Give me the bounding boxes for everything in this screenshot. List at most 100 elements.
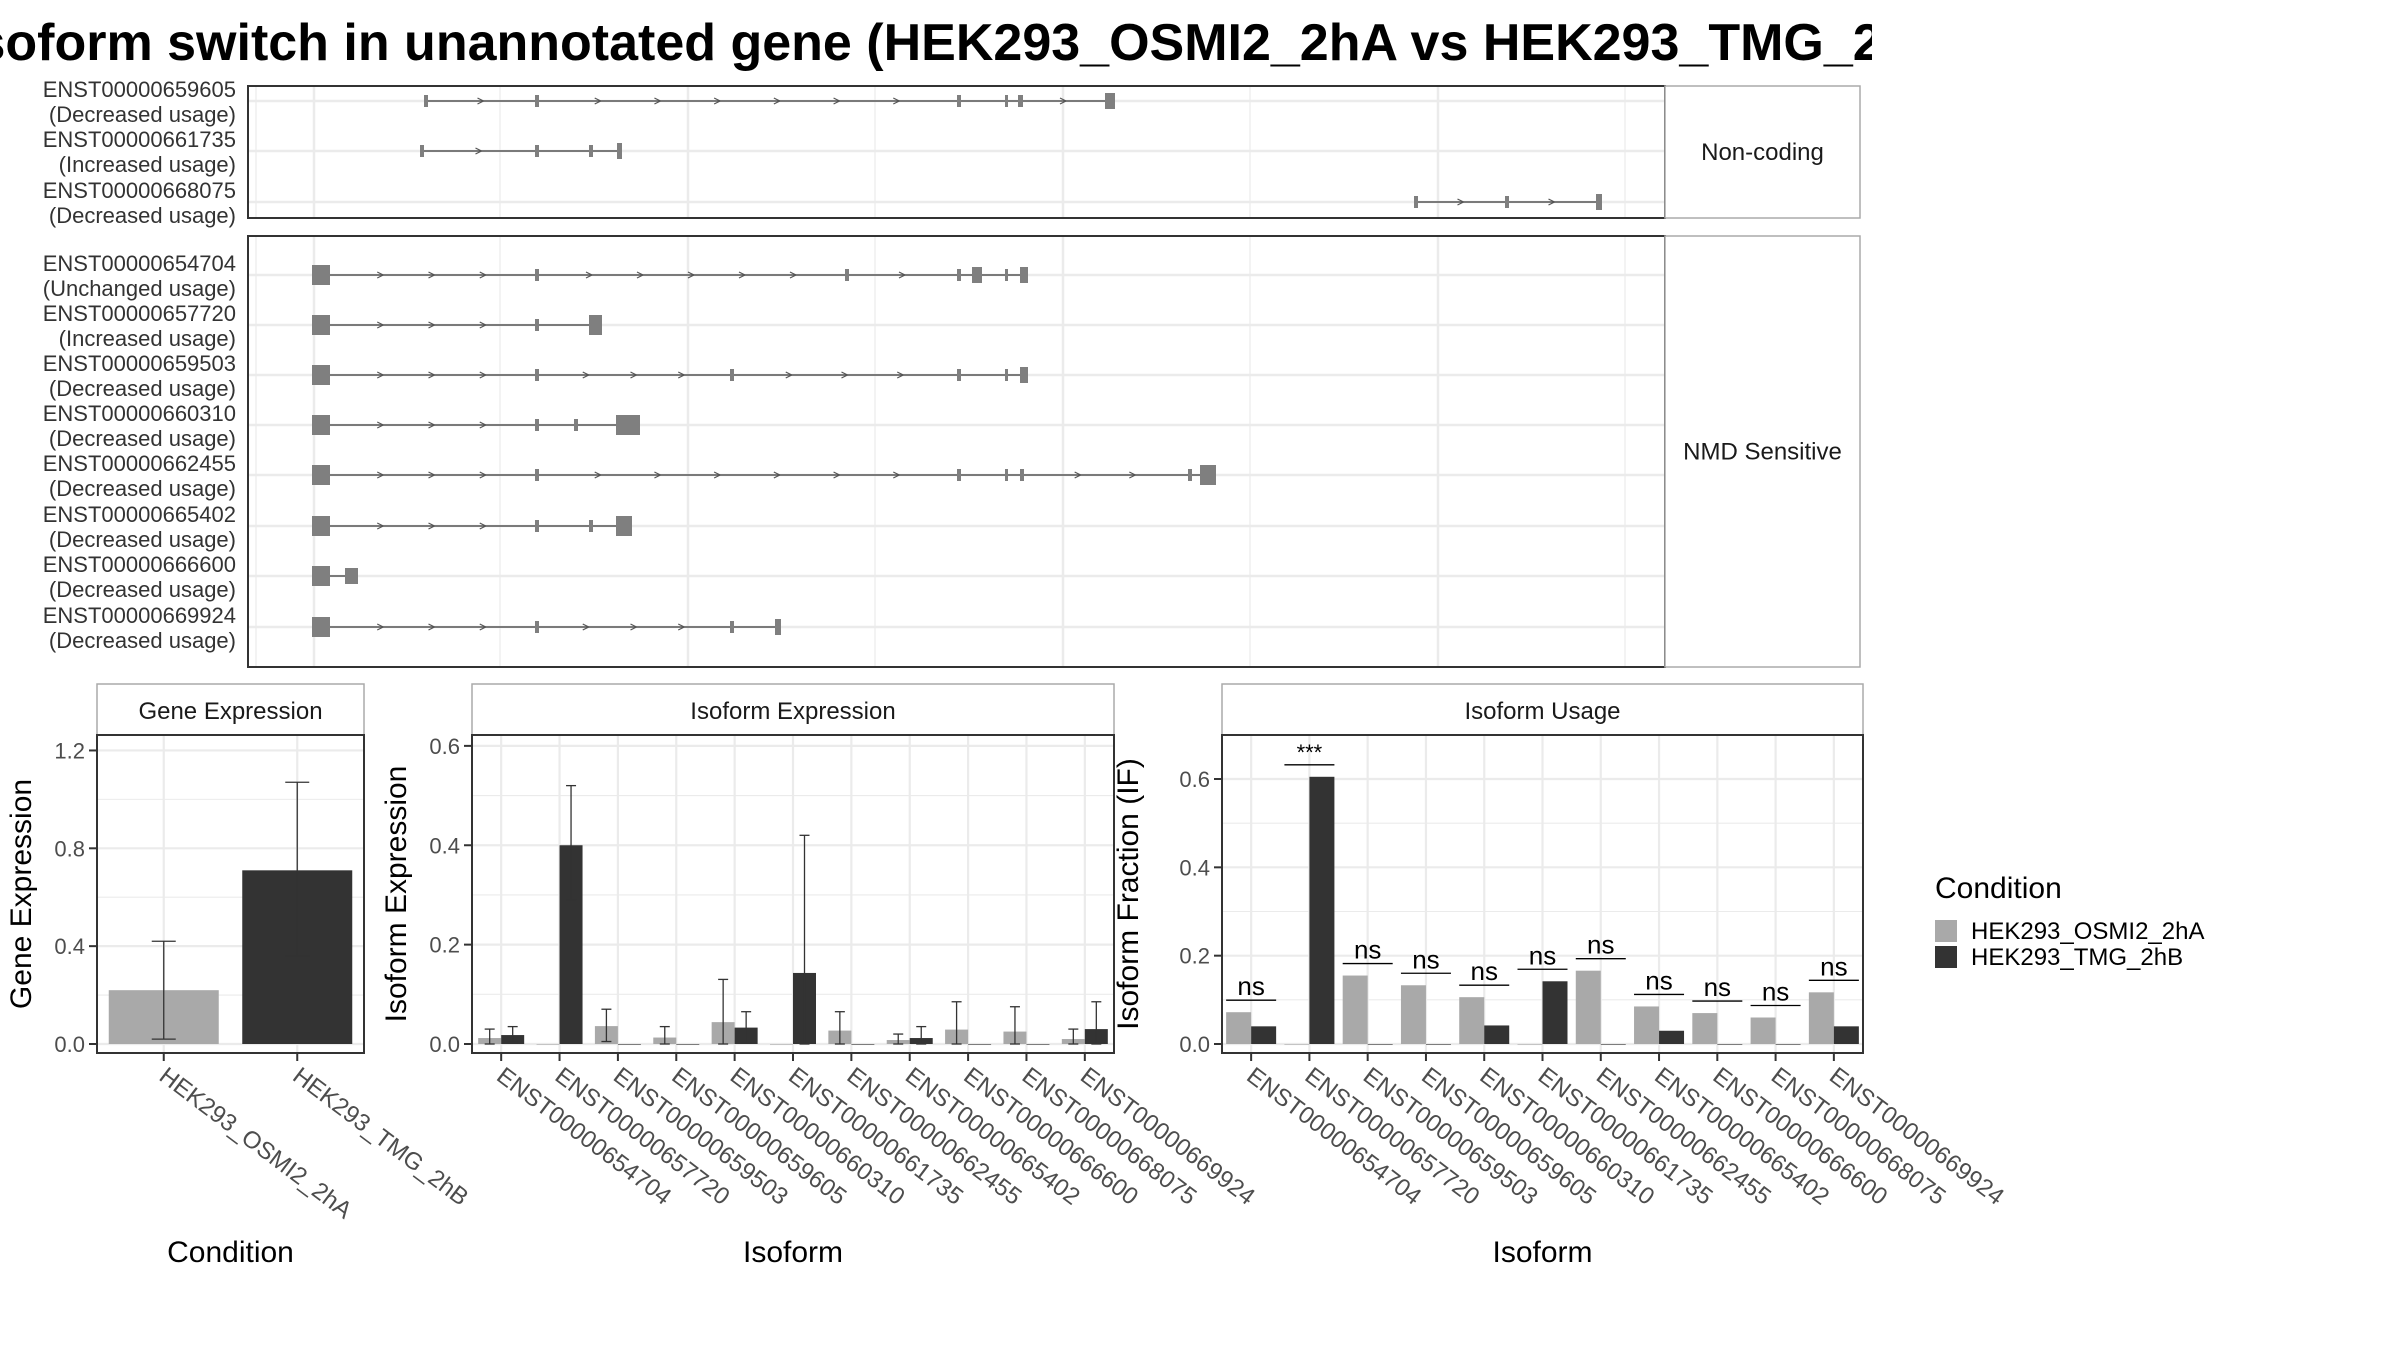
bar xyxy=(1750,1017,1776,1044)
exon xyxy=(972,267,982,283)
usage-label: (Unchanged usage) xyxy=(43,276,236,301)
bar xyxy=(1808,992,1834,1044)
significance-label: ns xyxy=(1470,956,1497,986)
exon xyxy=(730,369,734,381)
strand-arrow xyxy=(630,371,638,379)
strand-arrow xyxy=(428,471,436,479)
usage-label: (Increased usage) xyxy=(59,152,236,177)
exon xyxy=(1020,267,1028,283)
strand-arrow xyxy=(475,147,483,155)
strand-arrow xyxy=(585,271,594,279)
facet-strip-label: Non-coding xyxy=(1701,139,1824,166)
y-axis-title: Gene Expression xyxy=(5,779,38,1009)
bar xyxy=(968,1044,992,1045)
strand-arrow xyxy=(428,623,436,631)
exon xyxy=(535,419,539,431)
exon xyxy=(1105,93,1115,109)
bar xyxy=(1459,997,1485,1044)
strand-arrow xyxy=(893,97,901,105)
strand-arrow xyxy=(773,471,782,479)
exon xyxy=(535,319,539,331)
strand-arrow xyxy=(428,271,436,279)
transcript-ENST00000662455 xyxy=(312,465,1216,485)
x-axis-title: Condition xyxy=(167,1236,294,1269)
transcript-ENST00000668075 xyxy=(1414,194,1602,210)
strand-arrow xyxy=(479,522,488,530)
bar-panel-2: Isoform Expression0.00.20.40.6ENST000006… xyxy=(380,683,1260,1269)
usage-label: (Decreased usage) xyxy=(49,577,236,602)
transcript-label: ENST00000666600 xyxy=(43,552,236,577)
strand-arrow xyxy=(833,97,841,105)
strand-arrow xyxy=(428,371,436,379)
strand-arrow xyxy=(582,623,591,631)
significance-label: ns xyxy=(1704,972,1731,1002)
exon xyxy=(1200,465,1216,485)
y-tick-label: 0.6 xyxy=(1179,767,1210,792)
y-axis-title: Isoform Expression xyxy=(380,766,413,1023)
transcript-label: ENST00000662455 xyxy=(43,451,236,476)
transcript-ENST00000657720 xyxy=(312,315,602,335)
bar xyxy=(1575,970,1601,1044)
y-tick-label: 1.2 xyxy=(54,738,85,763)
exon xyxy=(1005,369,1008,381)
usage-label: (Decreased usage) xyxy=(49,426,236,451)
strand-arrow xyxy=(594,97,603,105)
strand-arrow xyxy=(1074,471,1083,479)
transcript-ENST00000666600 xyxy=(312,566,358,586)
transcript-ENST00000654704 xyxy=(312,265,1028,285)
significance-label: ns xyxy=(1762,977,1789,1007)
strand-arrow xyxy=(841,371,849,379)
usage-label: (Decreased usage) xyxy=(49,476,236,501)
strand-arrow xyxy=(713,471,722,479)
transcript-ENST00000665402 xyxy=(312,516,632,536)
bar xyxy=(1367,1044,1393,1045)
y-tick-label: 0.8 xyxy=(54,836,85,861)
strand-arrow xyxy=(713,97,722,105)
y-axis-title: Isoform Fraction (IF) xyxy=(1112,758,1145,1030)
exon xyxy=(535,145,539,157)
transcript-label: ENST00000661735 xyxy=(43,127,236,152)
structure-panel-0: ENST00000659605(Decreased usage)ENST0000… xyxy=(43,77,1861,228)
bar xyxy=(1659,1030,1685,1044)
exon xyxy=(616,415,640,435)
significance-label: ns xyxy=(1645,965,1672,995)
transcript-ENST00000659605 xyxy=(424,93,1115,109)
exon xyxy=(1596,194,1602,210)
transcript-label: ENST00000657720 xyxy=(43,301,236,326)
exon xyxy=(1020,469,1024,481)
transcript-label: ENST00000668075 xyxy=(43,178,236,203)
usage-label: (Decreased usage) xyxy=(49,203,236,228)
transcript-ENST00000660310 xyxy=(312,415,640,435)
bar xyxy=(1775,1044,1801,1045)
panel-title: Isoform Expression xyxy=(690,698,895,725)
bar xyxy=(1026,1044,1050,1045)
strand-arrow xyxy=(738,271,747,279)
exon xyxy=(312,315,330,335)
facet-strip xyxy=(1664,235,1861,668)
strand-arrow xyxy=(376,421,385,429)
bar xyxy=(1634,1006,1660,1044)
transcript-label: ENST00000659503 xyxy=(43,351,236,376)
usage-label: (Decreased usage) xyxy=(49,102,236,127)
bar xyxy=(1284,1044,1310,1045)
panel-title: Gene Expression xyxy=(138,698,322,725)
strand-arrow xyxy=(654,97,662,105)
panel-background xyxy=(248,236,1665,667)
bar xyxy=(770,1044,793,1045)
strand-arrow xyxy=(898,271,907,279)
strand-arrow xyxy=(833,471,841,479)
exon xyxy=(845,269,849,281)
bar xyxy=(536,1044,560,1045)
strand-arrow xyxy=(479,371,488,379)
facet-strip-label: NMD Sensitive xyxy=(1683,439,1842,466)
y-tick-label: 0.6 xyxy=(429,734,460,759)
significance-label: ns xyxy=(1587,930,1614,960)
transcript-label: ENST00000669924 xyxy=(43,603,236,628)
transcript-label: ENST00000660310 xyxy=(43,401,236,426)
strand-arrow xyxy=(582,371,591,379)
panel-border xyxy=(96,734,365,1054)
transcript-ENST00000661735 xyxy=(420,143,622,159)
y-tick-label: 0.4 xyxy=(429,833,460,858)
strand-arrow xyxy=(376,271,385,279)
strand-arrow xyxy=(1548,198,1556,206)
